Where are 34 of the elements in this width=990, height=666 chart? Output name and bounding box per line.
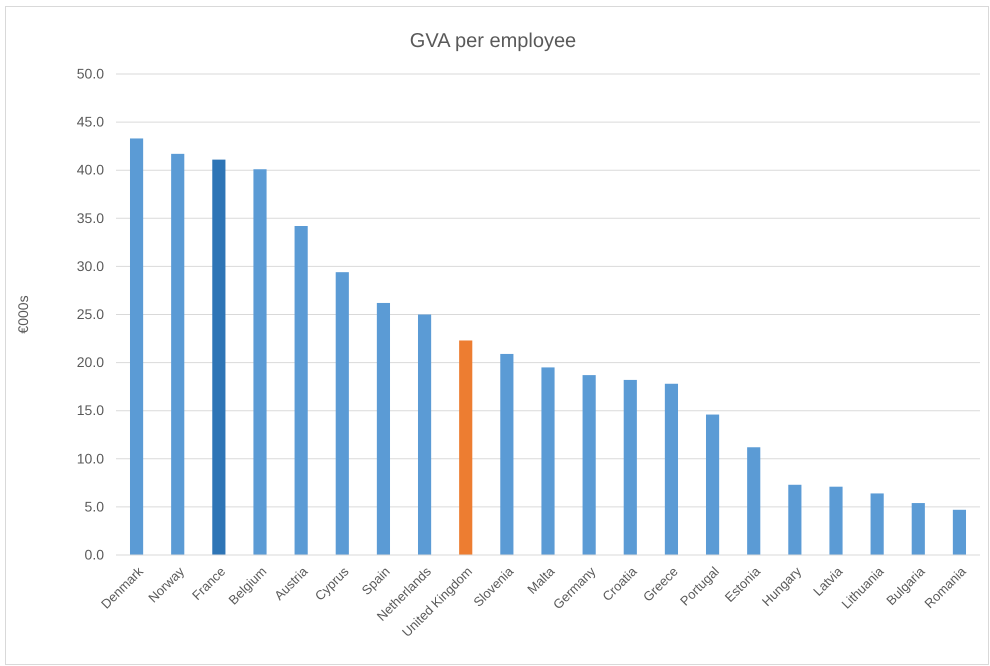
bar: [541, 367, 555, 555]
bar: [500, 354, 514, 555]
y-tick-label: 10.0: [76, 450, 104, 466]
bar: [336, 272, 349, 555]
bar: [912, 503, 925, 555]
bar: [788, 484, 802, 555]
y-tick-label: 5.0: [84, 498, 104, 514]
y-axis-title: €000s: [15, 295, 31, 334]
chart-title: GVA per employee: [410, 30, 576, 52]
bar: [376, 302, 390, 555]
y-tick-label: 30.0: [76, 258, 104, 274]
y-tick-label: 45.0: [76, 114, 104, 130]
bar: [624, 380, 637, 555]
bar: [829, 486, 843, 555]
bar: [212, 160, 226, 555]
bar: [418, 314, 432, 555]
bar: [459, 340, 472, 555]
y-tick-label: 20.0: [76, 354, 104, 370]
bar: [664, 384, 678, 555]
bar: [253, 169, 267, 555]
y-tick-label: 15.0: [76, 402, 104, 418]
bar: [747, 447, 760, 555]
y-tick-label: 40.0: [76, 162, 104, 178]
y-tick-label: 0.0: [84, 546, 104, 562]
y-tick-label: 50.0: [76, 65, 104, 82]
bar: [294, 226, 308, 555]
bar: [706, 414, 720, 555]
y-tick-label: 35.0: [76, 210, 104, 226]
bar: [952, 510, 966, 555]
y-tick-label: 25.0: [76, 306, 104, 322]
bar: [582, 375, 596, 555]
bar: [171, 154, 184, 555]
bar: [870, 493, 884, 555]
bar: [130, 138, 144, 555]
